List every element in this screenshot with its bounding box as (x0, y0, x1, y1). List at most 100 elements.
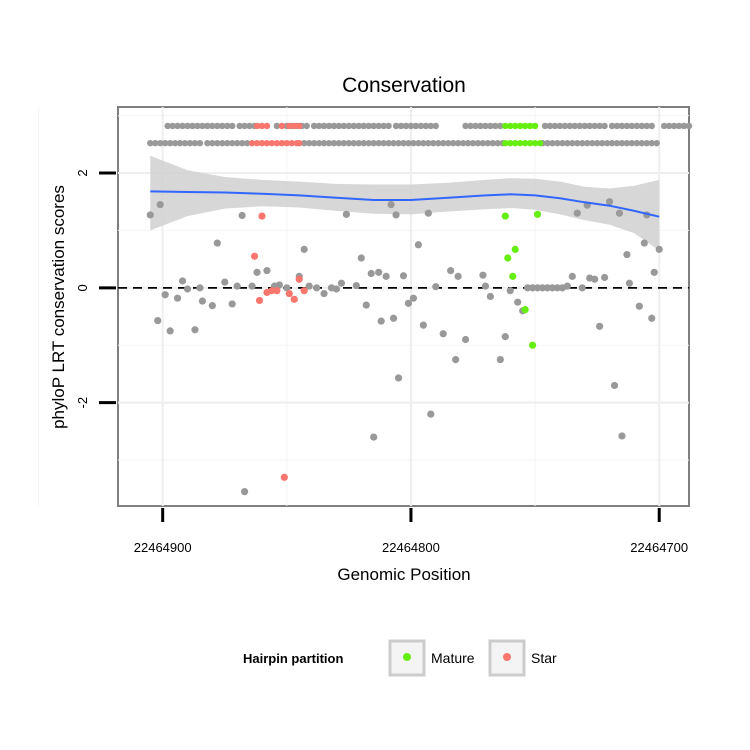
point-star (300, 287, 308, 295)
y-tick-label: 0 (75, 284, 90, 291)
rug-point-other (236, 122, 243, 130)
rug-point-other (176, 139, 184, 147)
rug-point-other (229, 139, 236, 147)
chart-title: Conservation (342, 74, 466, 97)
rug-point-other (390, 139, 397, 147)
rug-point-star (296, 139, 303, 147)
y-tick-label: 2 (75, 169, 90, 176)
point-mature (521, 306, 529, 314)
rug-point-other (489, 139, 497, 147)
rug-point-other (444, 139, 452, 147)
rug-point-mature (512, 139, 519, 147)
rug-point-other (566, 122, 574, 130)
point-other (650, 268, 658, 276)
point-star (273, 287, 281, 295)
point-other (208, 302, 216, 310)
rug-point-other (469, 139, 477, 147)
rug-point-other (179, 122, 186, 130)
rug-point-star (253, 122, 261, 130)
rug-point-other (407, 122, 415, 130)
rug-point-other (181, 139, 189, 147)
point-other (238, 211, 246, 220)
rug-point-star (288, 139, 295, 147)
rug-point-other (204, 122, 211, 130)
rug-point-other (273, 122, 281, 130)
rug-point-other (427, 122, 435, 130)
rug-point-other (430, 139, 437, 147)
point-other (618, 432, 626, 440)
rug-point-other (320, 139, 328, 147)
rug-point-other (586, 122, 593, 130)
x-tick-label: 22464800 (382, 540, 440, 555)
point-mature (533, 210, 542, 218)
rug-point-other (454, 139, 462, 147)
rug-point-mature (521, 122, 529, 130)
rug-point-other (214, 139, 221, 147)
rug-point-other (603, 139, 611, 147)
point-star (255, 296, 264, 305)
rug-point-other (405, 139, 412, 147)
y-axis: -2 0 2 (75, 169, 116, 408)
rug-point-other (380, 139, 387, 147)
point-other (533, 284, 542, 292)
point-other (591, 275, 599, 283)
rug-point-other (219, 139, 226, 147)
rug-point-other (685, 122, 693, 130)
point-other (506, 287, 514, 295)
point-other (342, 210, 350, 218)
rug-point-other (157, 139, 164, 147)
point-other (486, 292, 494, 301)
rug-point-other (544, 139, 551, 147)
point-other (375, 268, 383, 276)
point-other (213, 239, 221, 247)
rug-point-other (164, 122, 171, 130)
point-mature (501, 212, 509, 220)
point-other (313, 284, 321, 292)
point-other (496, 356, 504, 364)
rug-point-other (492, 122, 499, 130)
rug-point-other (340, 139, 348, 147)
point-mature (504, 254, 512, 262)
rug-point-other (432, 122, 439, 130)
rug-point-other (315, 122, 323, 130)
rug-point-other (569, 139, 576, 147)
point-other (387, 200, 395, 209)
rug-point-other (588, 139, 596, 147)
point-other (454, 272, 462, 280)
point-other (352, 281, 360, 290)
point-star (268, 287, 276, 295)
rug-point-other (653, 139, 660, 147)
rug-point-other (194, 122, 201, 130)
point-other (228, 300, 236, 308)
rug-point-other (410, 139, 417, 147)
rug-point-other (303, 122, 310, 130)
rug-point-other (497, 122, 504, 130)
legend-label-mature: Mature (431, 650, 475, 666)
x-tick-label: 22464700 (630, 540, 688, 555)
point-other (409, 294, 418, 302)
rug-point-other (425, 139, 432, 147)
rug-point-other (628, 122, 636, 130)
point-other (233, 282, 241, 290)
rug-point-other (350, 139, 358, 147)
rug-point-other (477, 122, 484, 130)
rug-point-mature (507, 122, 514, 130)
rug-point-other (340, 122, 348, 130)
rug-point-other (229, 122, 236, 130)
point-other (154, 316, 162, 325)
point-star (290, 295, 298, 303)
point-other (419, 321, 427, 329)
x-axis-title: Genomic Position (337, 565, 470, 584)
rug-point-other (623, 139, 631, 147)
rug-point-mature (512, 122, 519, 130)
point-star (285, 289, 293, 298)
rug-point-other (171, 139, 179, 147)
point-other (173, 294, 182, 302)
rug-point-other (576, 122, 583, 130)
rug-point-other (487, 122, 494, 130)
rug-point-other (593, 139, 601, 147)
point-star (258, 212, 266, 220)
point-other (514, 298, 522, 306)
rug-point-other (196, 139, 204, 147)
